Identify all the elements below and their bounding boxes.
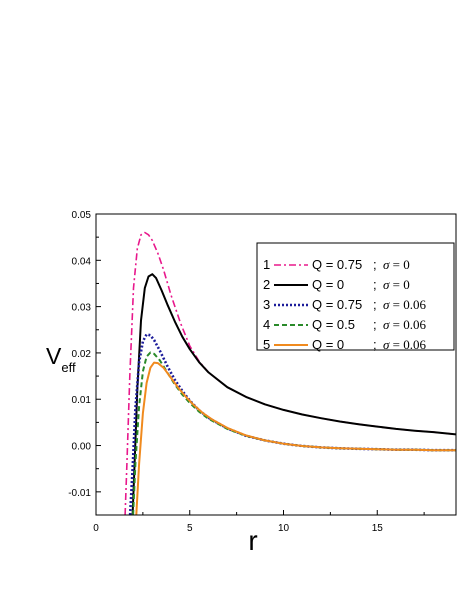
sigma-symbol: σ [383, 297, 390, 312]
y-tick-label: 0.02 [72, 349, 92, 360]
y-tick-label: 0.04 [72, 256, 92, 267]
x-tick-label: 10 [278, 523, 290, 534]
x-axis-title: r [248, 525, 257, 556]
y-axis-title: Veff [46, 343, 76, 375]
legend-item-number: 2 [263, 277, 270, 292]
series-line-5 [135, 361, 456, 515]
x-tick-label: 5 [187, 523, 193, 534]
y-tick-label: 0.05 [72, 210, 92, 221]
y-axis-title-subscript: eff [61, 360, 76, 375]
y-tick-label: 0.03 [72, 303, 92, 314]
legend-item-separator: ; [373, 277, 377, 292]
y-tick-label: 0.01 [72, 395, 92, 406]
legend-item-number: 1 [263, 257, 270, 272]
sigma-symbol: σ [383, 277, 390, 292]
legend-item-sigma-label: σ = 0.06 [383, 317, 427, 332]
legend-item-sigma-label: σ = 0.06 [383, 297, 427, 312]
sigma-symbol: σ [383, 257, 390, 272]
sigma-value: = 0.06 [389, 337, 426, 352]
axis-tick-labels: 0 5 10 15-0.010.000.010.020.030.040.05 [68, 210, 383, 534]
x-tick-label: 15 [372, 523, 384, 534]
sigma-value: = 0 [389, 257, 409, 272]
legend-item-number: 4 [263, 317, 270, 332]
legend-item-q-label: Q = 0.75 [312, 257, 362, 272]
sigma-value: = 0.06 [389, 317, 426, 332]
sigma-value: = 0 [389, 277, 409, 292]
series-line-3 [128, 333, 456, 515]
legend-item-sigma-label: σ = 0 [383, 277, 410, 292]
plot-frame [95, 213, 457, 516]
sigma-symbol: σ [383, 317, 390, 332]
legend-item-separator: ; [373, 337, 377, 352]
legend-item-q-label: Q = 0 [312, 277, 344, 292]
plot-lines [124, 231, 456, 515]
series-line-4 [132, 351, 456, 515]
legend-item-q-label: Q = 0 [312, 337, 344, 352]
legend-item-number: 3 [263, 297, 270, 312]
legend-item-separator: ; [373, 257, 377, 272]
legend-item-q-label: Q = 0.5 [312, 317, 355, 332]
legend-item-number: 5 [263, 337, 270, 352]
legend-item-separator: ; [373, 297, 377, 312]
x-tick-label: 0 [93, 523, 99, 534]
series-line-2 [131, 273, 456, 515]
legend-item-separator: ; [373, 317, 377, 332]
legend-item-sigma-label: σ = 0.06 [383, 337, 427, 352]
y-axis-title-main: V [46, 343, 62, 369]
legend: 1 Q = 0.75; σ = 0 2 Q = 0; σ = 0 3 Q = 0.75; σ =… [256, 242, 455, 352]
legend-box [256, 242, 455, 351]
legend-item-sigma-label: σ = 0 [383, 257, 410, 272]
legend-item-q-label: Q = 0.75 [312, 297, 362, 312]
sigma-value: = 0.06 [389, 297, 426, 312]
y-tick-label: -0.01 [68, 488, 91, 499]
y-tick-label: 0.00 [72, 442, 92, 453]
sigma-symbol: σ [383, 337, 390, 352]
